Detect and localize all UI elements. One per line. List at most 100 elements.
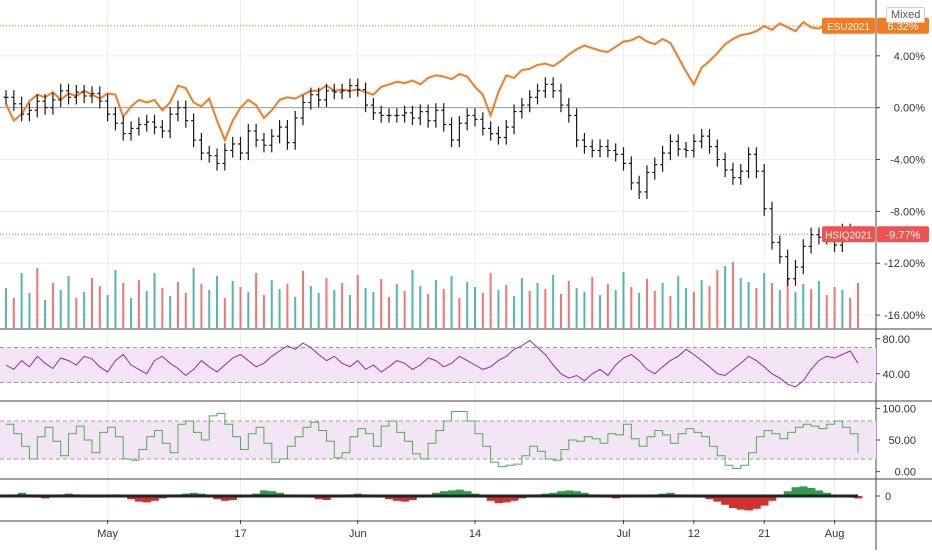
osc-bar <box>549 492 558 496</box>
osc-bar <box>783 491 792 496</box>
osc-bar <box>134 496 144 502</box>
hsi-ohlc-bar <box>214 148 220 171</box>
volume-bar <box>661 283 664 328</box>
hsi-ohlc-bar <box>574 108 580 148</box>
volume-bar <box>309 286 312 328</box>
osc-bar <box>854 496 863 499</box>
hsi-ohlc-bar <box>120 116 126 141</box>
osc-bar <box>564 490 574 496</box>
volume-bar <box>771 283 774 328</box>
volume-bar <box>802 284 805 328</box>
stoch-line <box>6 411 859 469</box>
hsi-ohlc-bar <box>331 83 337 100</box>
volume-bar <box>466 282 469 328</box>
osc-bar <box>791 487 800 496</box>
hsi-ohlc-bar <box>613 143 619 162</box>
price-y-axis: 4.00% 0.00% -4.00% -8.00% -12.00% -16.00% <box>876 51 925 322</box>
volume-bar <box>169 296 172 328</box>
hsi-ohlc-bar <box>542 77 548 98</box>
hsi-ohlc-bar <box>527 90 533 113</box>
volume-bar <box>599 295 602 328</box>
hsi-ohlc-bar <box>621 147 627 171</box>
hsi-ohlc-bar <box>792 259 798 286</box>
volume-bar <box>270 280 273 328</box>
hsi-ohlc-bar <box>706 129 712 154</box>
volume-bar <box>223 298 226 328</box>
volume-bar <box>458 298 461 328</box>
volume-bar <box>716 270 719 328</box>
series-last-value: 6.32% <box>887 21 918 33</box>
osc-tick-label: 0 <box>885 491 891 503</box>
hsi-ohlc-bar <box>714 139 720 167</box>
volume-bar <box>411 270 414 328</box>
volume-bar <box>278 289 281 328</box>
osc-bar <box>408 496 417 500</box>
osc-bar <box>127 496 136 500</box>
scale-mode-badge[interactable]: Mixed <box>886 7 926 23</box>
esu-series-line <box>5 20 859 143</box>
hsi-ohlc-bar <box>652 157 658 180</box>
hsi-ohlc-bar <box>308 87 314 110</box>
hsi-ohlc-bar <box>175 100 181 122</box>
volume-bar <box>255 273 258 328</box>
hsi-ohlc-bar <box>636 175 642 200</box>
hsi-ohlc-bar <box>566 97 572 123</box>
hsi-ohlc-bar <box>3 90 9 105</box>
hsi-ohlc-bar <box>11 90 17 111</box>
hsi-ohlc-bar <box>660 145 666 172</box>
hsi-ohlc-bar <box>386 108 392 123</box>
volume-bar <box>638 293 641 328</box>
hsi-ohlc-bar <box>519 97 525 119</box>
hsi-ohlc-bar <box>589 139 595 158</box>
y-tick-label: 0.00% <box>894 103 925 115</box>
hsi-ohlc-bar <box>245 123 251 161</box>
volume-bar <box>75 298 78 328</box>
stoch-tick-label: 100.00 <box>882 403 916 415</box>
rsi-tick-label: 80.00 <box>882 334 910 346</box>
x-tick-label: May <box>97 528 118 540</box>
hsi-ohlc-bar <box>58 83 64 108</box>
volume-bar <box>114 270 117 328</box>
series-label-hsi[interactable]: HSIQ2021 -9.77% <box>822 226 929 243</box>
volume-bar <box>247 292 250 328</box>
volume-bar <box>302 271 305 328</box>
hsi-ohlc-bar <box>277 119 283 144</box>
volume-bar <box>685 288 688 328</box>
y-tick-label: -8.00% <box>890 206 925 218</box>
hsi-ohlc-bar <box>159 119 165 139</box>
volume-bar <box>325 278 328 328</box>
hsi-ohlc-bar <box>738 164 744 185</box>
osc-bar <box>322 496 331 500</box>
volume-bar <box>372 292 375 328</box>
y-tick-label: -16.00% <box>884 310 925 322</box>
osc-bar <box>275 492 284 496</box>
hsi-ohlc-bar <box>605 139 611 158</box>
hsi-ohlc-bar <box>495 126 501 145</box>
volume-bar <box>536 283 539 328</box>
osc-bar <box>220 496 230 501</box>
hsi-ohlc-bar <box>691 134 697 158</box>
x-tick-label: Jul <box>616 528 630 540</box>
volume-bar <box>231 281 234 328</box>
volume-bar <box>810 289 813 328</box>
osc-bar <box>385 496 394 500</box>
volume-bar <box>794 292 797 328</box>
hsi-ohlc-bar <box>292 110 298 150</box>
hsi-ohlc-bar <box>503 119 509 145</box>
hsi-ohlc-bar <box>644 165 650 200</box>
y-tick-label: -12.00% <box>884 258 925 270</box>
hsi-ohlc-bar <box>394 108 400 123</box>
hsi-ohlc-bar <box>144 114 150 132</box>
hsi-ohlc-bar <box>785 249 791 286</box>
osc-bar <box>799 486 808 496</box>
hsi-ohlc-bar <box>581 132 587 154</box>
volume-bar <box>184 293 187 328</box>
hsi-ohlc-bar <box>480 112 486 136</box>
volume-bar <box>575 288 578 328</box>
y-tick-label: 4.00% <box>894 51 925 63</box>
volume-bar <box>700 280 703 328</box>
volume-bar <box>747 282 750 328</box>
hsi-ohlc-bar <box>152 114 158 135</box>
hsi-ohlc-bar <box>800 239 806 275</box>
